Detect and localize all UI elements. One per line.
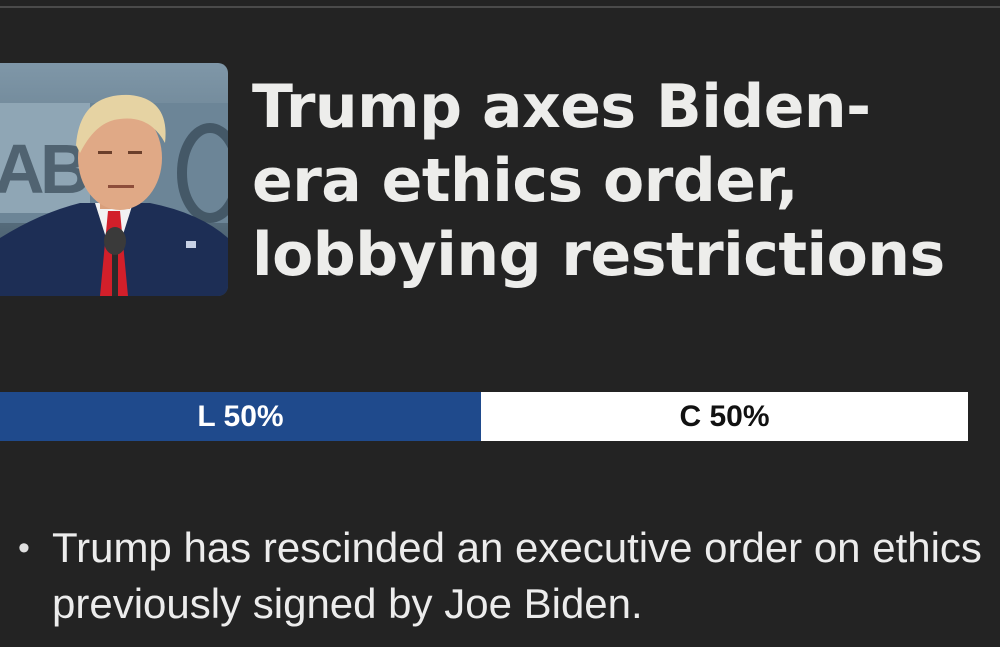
summary-item: Trump has rescinded an executive order o… bbox=[52, 524, 982, 627]
article-headline[interactable]: Trump axes Biden-era ethics order, lobby… bbox=[252, 72, 945, 290]
bias-center-segment: C 50% bbox=[481, 392, 968, 441]
bias-center-label: C 50% bbox=[679, 399, 770, 433]
bias-left-label: L 50% bbox=[197, 399, 284, 433]
top-divider bbox=[0, 0, 1000, 8]
bias-distribution-bar: L 50% C 50% bbox=[0, 392, 968, 441]
svg-text:A: A bbox=[0, 130, 45, 208]
article-thumbnail[interactable]: A B bbox=[0, 63, 228, 296]
bias-left-segment: L 50% bbox=[0, 392, 481, 441]
summary-list: • Trump has rescinded an executive order… bbox=[18, 520, 988, 632]
bullet-icon: • bbox=[18, 529, 30, 567]
photo-icon: A B bbox=[0, 94, 228, 296]
